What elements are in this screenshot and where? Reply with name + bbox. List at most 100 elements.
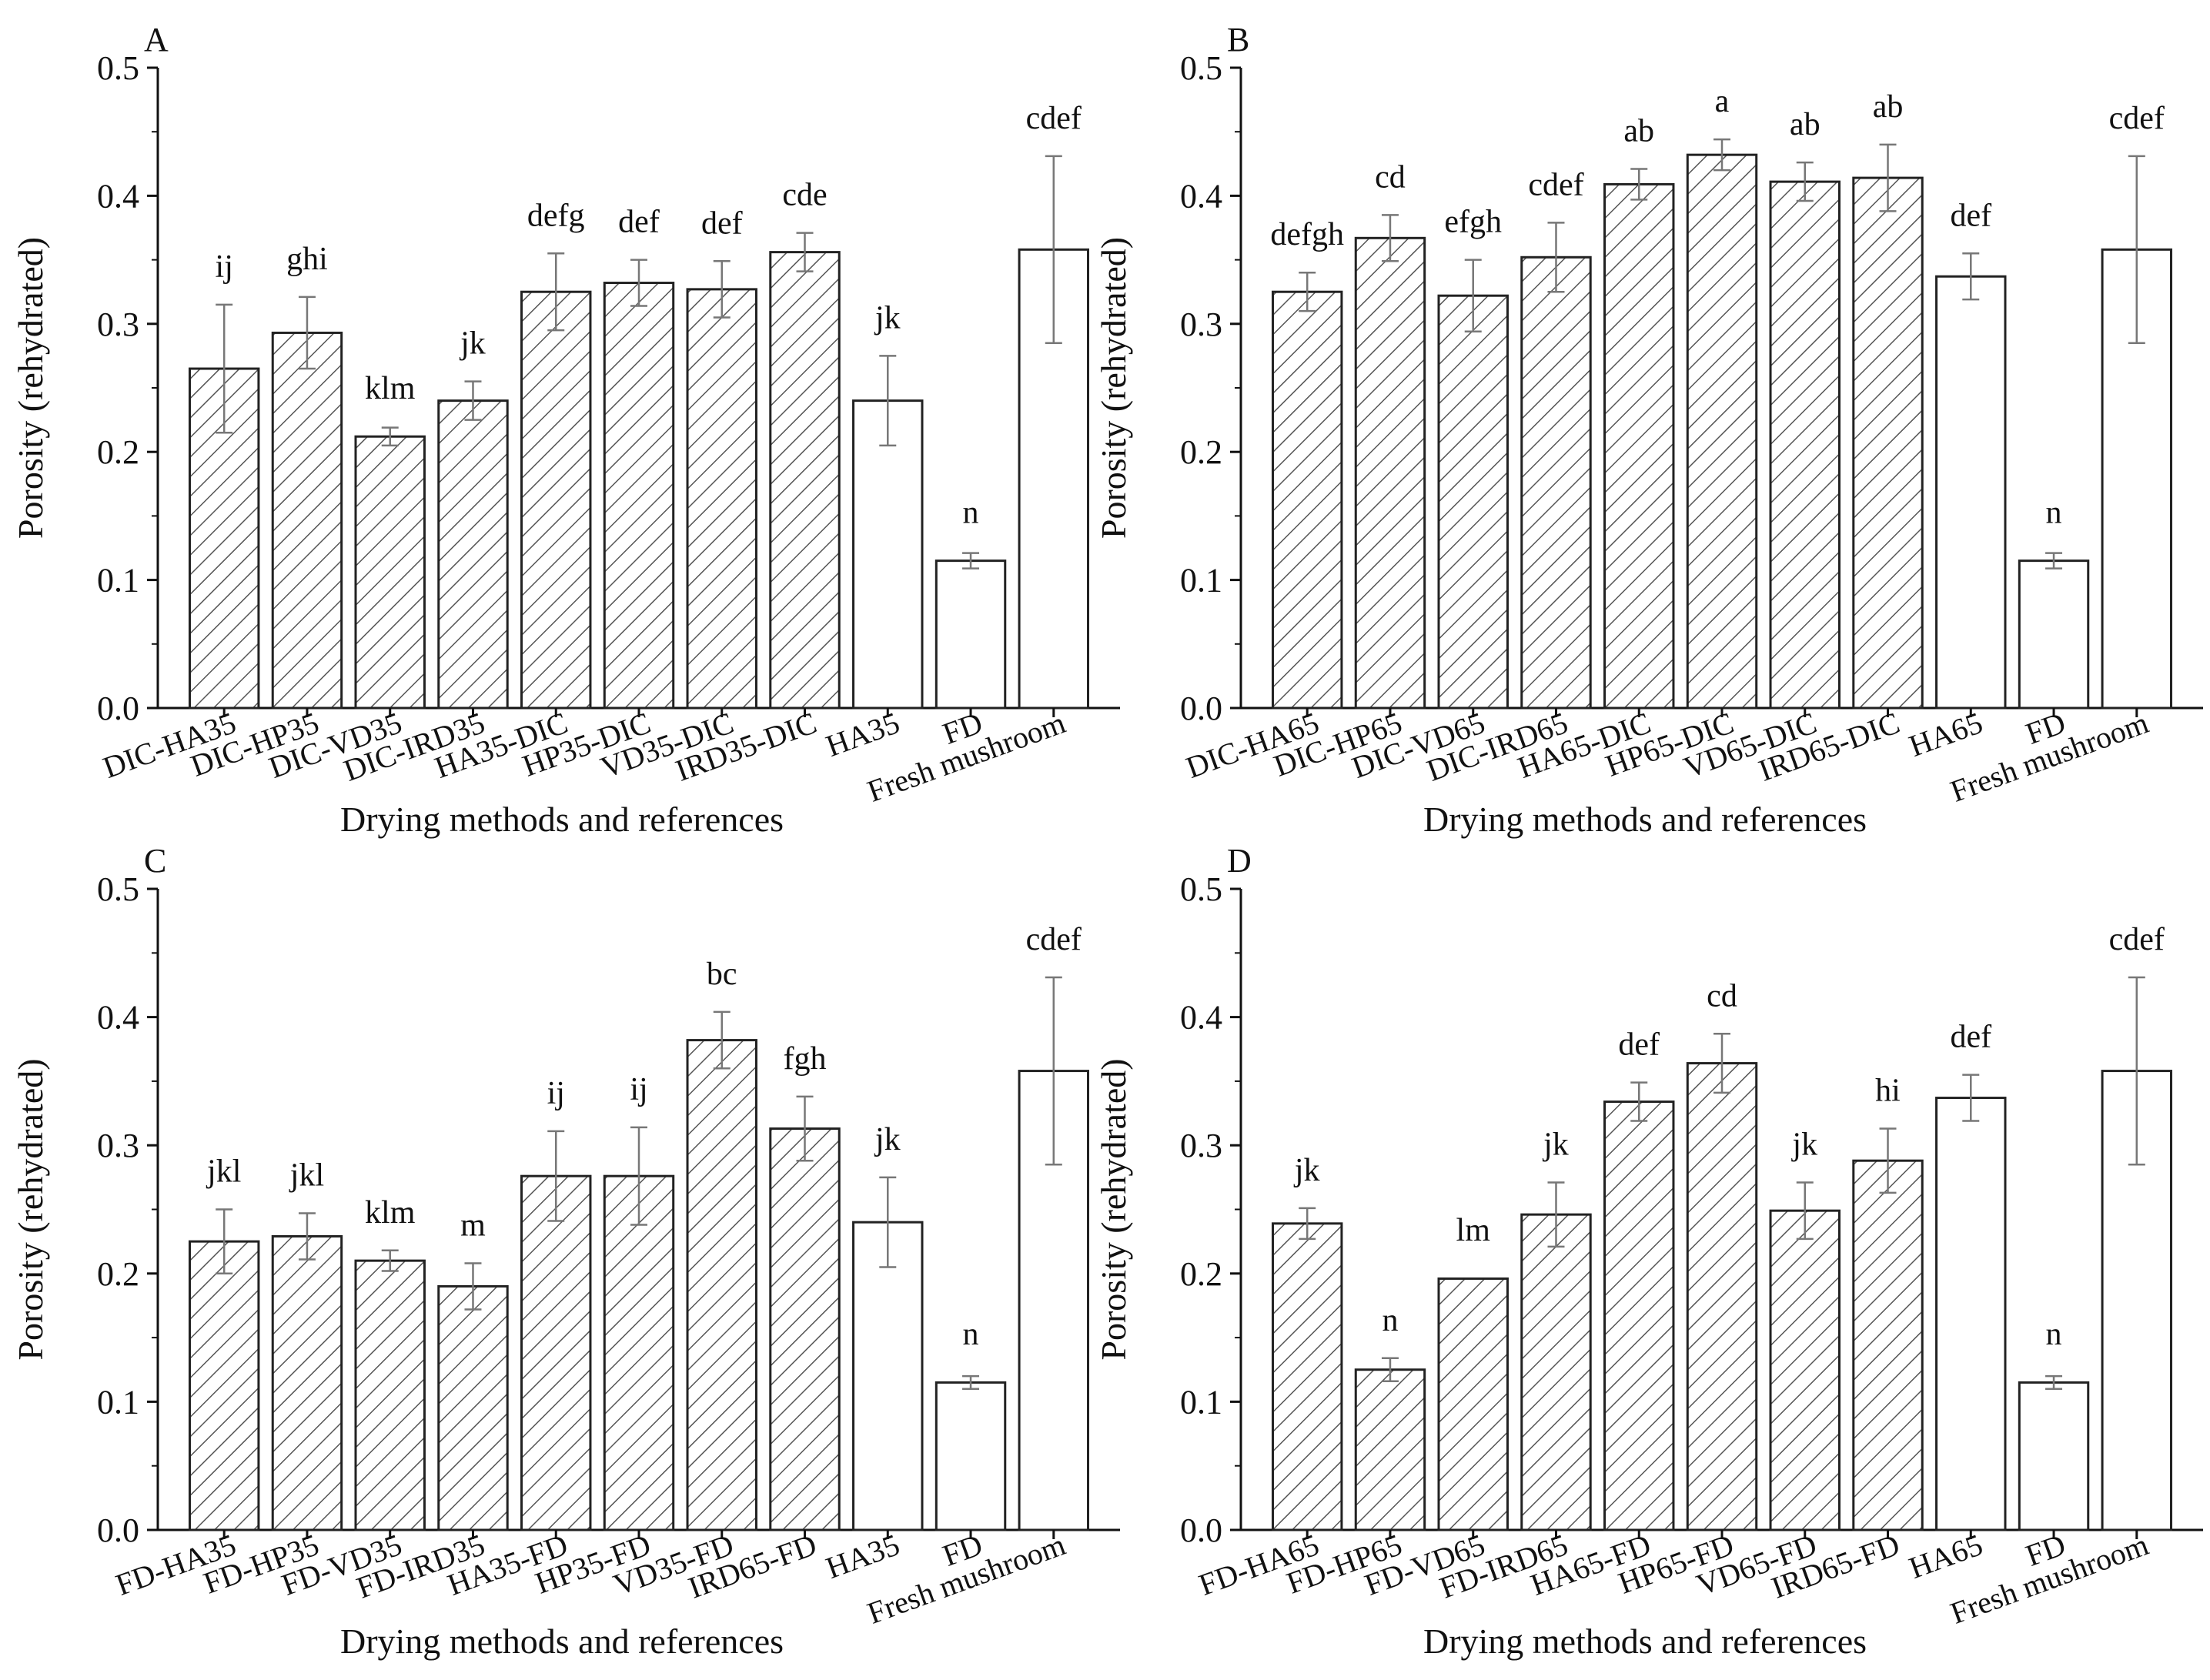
significance-label: def: [1950, 198, 1991, 233]
significance-label: ab: [1790, 107, 1820, 142]
significance-label: a: [1715, 84, 1730, 119]
bar: [1686, 1062, 1758, 1531]
y-tick-label: 0.5: [97, 49, 139, 87]
bar: [2018, 1381, 2090, 1531]
y-tick-label: 0.2: [97, 433, 139, 471]
significance-label: jk: [1293, 1153, 1320, 1188]
significance-label: cdef: [1528, 167, 1583, 202]
bar: [1686, 153, 1758, 710]
significance-label: ij: [630, 1072, 647, 1107]
category-label: HA65: [1904, 1527, 1987, 1585]
panel-a: A 0.0 0.1 0.2 0.3 0.4 0.5 Porosity (rehydrated)…: [11, 21, 1120, 839]
panel-b: B 0.0 0.1 0.2 0.3 0.4 0.5 Porosity (rehydrated)…: [1094, 21, 2203, 839]
panel-letter: D: [1227, 842, 1252, 880]
category-label: HA35: [821, 1527, 904, 1585]
bar: [1018, 248, 1090, 710]
significance-label: defg: [527, 198, 585, 233]
bar: [437, 1284, 509, 1531]
significance-label: fgh: [784, 1041, 827, 1077]
y-tick-label: 0.5: [97, 870, 139, 908]
y-tick-label: 0.4: [1180, 177, 1222, 215]
category-label: HA35: [821, 705, 904, 763]
significance-label: lm: [1456, 1213, 1491, 1248]
bar: [1935, 1097, 2007, 1531]
y-tick-label: 0.3: [1180, 1127, 1222, 1164]
significance-label: n: [2046, 1317, 2062, 1352]
significance-label: ij: [216, 249, 233, 285]
panel-d: D 0.0 0.1 0.2 0.3 0.4 0.5 Porosity (rehydrated)…: [1094, 842, 2203, 1661]
bar: [1769, 180, 1841, 710]
bar: [1437, 1277, 1509, 1531]
y-tick-label: 0.4: [97, 177, 139, 215]
bar: [1769, 1209, 1841, 1531]
significance-label: cdef: [1026, 922, 1082, 957]
significance-label: ghi: [286, 242, 328, 277]
significance-label: def: [1618, 1027, 1660, 1063]
significance-label: n: [1382, 1303, 1398, 1338]
bar: [852, 1221, 924, 1531]
panel-c: C 0.0 0.1 0.2 0.3 0.4 0.5 Porosity (rehydrated)…: [11, 842, 1120, 1661]
bar: [1271, 290, 1343, 710]
bar: [520, 1174, 592, 1531]
bar: [769, 251, 841, 710]
significance-label: ab: [1623, 113, 1654, 149]
significance-label: klm: [365, 371, 416, 406]
y-tick-label: 0.5: [1180, 870, 1222, 908]
y-tick-label: 0.1: [1180, 562, 1222, 600]
bar: [1852, 1159, 1924, 1531]
significance-label: m: [460, 1207, 486, 1243]
significance-label: n: [2046, 495, 2062, 530]
y-tick-label: 0.0: [1180, 690, 1222, 727]
y-axis-title: Porosity (rehydrated): [11, 237, 50, 539]
bar: [686, 1039, 757, 1531]
significance-label: cdef: [1026, 101, 1082, 136]
y-tick-label: 0.1: [97, 562, 139, 600]
significance-label: cde: [782, 178, 827, 213]
significance-label: jk: [874, 300, 901, 336]
significance-label: klm: [365, 1195, 416, 1231]
significance-label: def: [618, 205, 660, 240]
bar: [1603, 182, 1675, 710]
panel-letter: B: [1227, 21, 1249, 58]
bar: [603, 1174, 675, 1531]
bar: [686, 288, 757, 710]
y-axis-title: Porosity (rehydrated): [11, 1058, 50, 1360]
significance-label: def: [701, 205, 743, 241]
y-axis-title: Porosity (rehydrated): [1094, 237, 1133, 539]
significance-label: jk: [1542, 1127, 1569, 1163]
y-tick-label: 0.2: [1180, 433, 1222, 471]
bar: [934, 559, 1007, 710]
y-axis-title: Porosity (rehydrated): [1094, 1058, 1133, 1360]
significance-label: jkl: [289, 1157, 324, 1193]
bar: [354, 435, 426, 710]
significance-label: bc: [707, 957, 737, 992]
x-axis-title: Drying methods and references: [340, 800, 784, 839]
bar: [2018, 559, 2090, 710]
y-tick-label: 0.4: [97, 999, 139, 1037]
y-tick-label: 0.4: [1180, 999, 1222, 1037]
x-axis-title: Drying methods and references: [340, 1622, 784, 1661]
panels: A 0.0 0.1 0.2 0.3 0.4 0.5 Porosity (rehydrated)…: [11, 21, 2203, 1661]
bar: [437, 399, 509, 710]
significance-label: cd: [1375, 159, 1406, 195]
bar: [852, 399, 924, 710]
bar: [2101, 1070, 2173, 1531]
significance-label: ab: [1873, 89, 1904, 125]
bar: [1520, 1213, 1592, 1531]
bar: [769, 1127, 841, 1531]
significance-label: n: [963, 1317, 979, 1352]
bar: [520, 290, 592, 710]
panel-letter: C: [144, 842, 166, 880]
significance-label: efgh: [1444, 205, 1502, 240]
bar: [1354, 1368, 1426, 1531]
bar: [1603, 1101, 1675, 1531]
bar: [1354, 236, 1426, 710]
significance-label: ij: [547, 1076, 565, 1111]
bar: [188, 1240, 260, 1531]
bar: [1271, 1222, 1343, 1531]
bar: [1520, 256, 1592, 710]
y-tick-label: 0.0: [97, 1511, 139, 1549]
bar: [1852, 176, 1924, 710]
significance-label: jk: [874, 1122, 901, 1157]
